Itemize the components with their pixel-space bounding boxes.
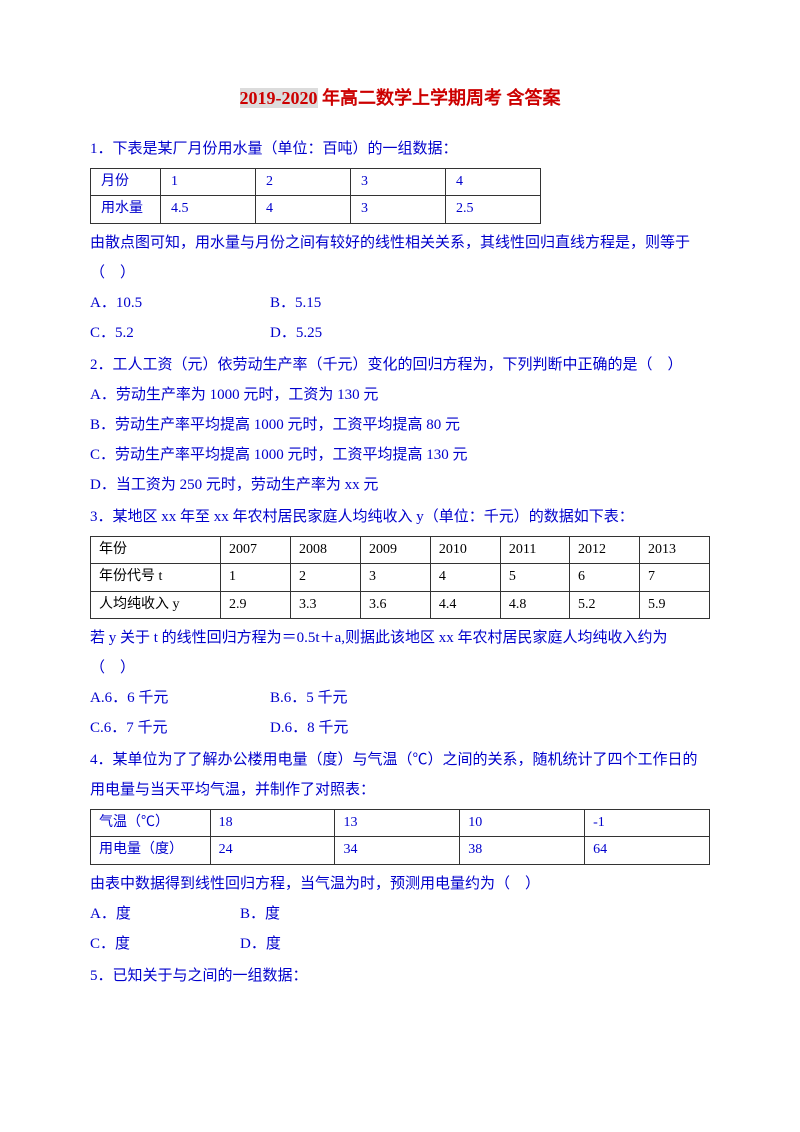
cell: 3 — [351, 196, 446, 223]
q4-stem: 4．某单位为了了解办公楼用电量（度）与气温（℃）之间的关系，随机统计了四个工作日… — [90, 745, 710, 805]
cell: 用水量 — [91, 196, 161, 223]
cell: 4 — [256, 196, 351, 223]
cell: 10 — [460, 809, 585, 836]
option-a: A.6．6 千元 — [90, 683, 270, 713]
cell: 18 — [210, 809, 335, 836]
q4-after1: 由表中数据得到线性回归方程，当气温为时，预测用电量约为（ ） — [90, 869, 710, 899]
option-a: A．度 — [90, 899, 240, 929]
cell: 64 — [585, 837, 710, 864]
cell: 3 — [351, 169, 446, 196]
question-2: 2．工人工资（元）依劳动生产率（千元）变化的回归方程为，下列判断中正确的是（ ）… — [90, 350, 710, 500]
q3-stem: 3．某地区 xx 年至 xx 年农村居民家庭人均纯收入 y（单位：千元）的数据如… — [90, 502, 710, 532]
cell: 人均纯收入 y — [91, 591, 221, 618]
cell: 7 — [640, 564, 710, 591]
table-row: 年份代号 t 1 2 3 4 5 6 7 — [91, 564, 710, 591]
cell: 2010 — [430, 536, 500, 563]
cell: 4.4 — [430, 591, 500, 618]
cell: 34 — [335, 837, 460, 864]
page-title: 2019-2020 年高二数学上学期周考 含答案 — [90, 80, 710, 116]
table-row: 用电量（度） 24 34 38 64 — [91, 837, 710, 864]
q1-after2: （ ） — [90, 258, 710, 288]
cell: 2011 — [500, 536, 569, 563]
option-b: B．劳动生产率平均提高 1000 元时，工资平均提高 80 元 — [90, 410, 710, 440]
q3-after2: （ ） — [90, 653, 710, 683]
cell: 13 — [335, 809, 460, 836]
q5-stem: 5．已知关于与之间的一组数据： — [90, 961, 710, 991]
table-row: 年份 2007 2008 2009 2010 2011 2012 2013 — [91, 536, 710, 563]
cell: 4.8 — [500, 591, 569, 618]
option-b: B．度 — [240, 899, 280, 929]
cell: 1 — [161, 169, 256, 196]
option-d: D.6．8 千元 — [270, 713, 348, 743]
q4-table: 气温（℃） 18 13 10 -1 用电量（度） 24 34 38 64 — [90, 809, 710, 865]
option-b: B．5.15 — [270, 288, 321, 318]
cell: 5.9 — [640, 591, 710, 618]
q1-table: 月份 1 2 3 4 用水量 4.5 4 3 2.5 — [90, 168, 541, 224]
cell: 2 — [290, 564, 360, 591]
title-rest: 年高二数学上学期周考 含答案 — [318, 88, 561, 108]
cell: 3.3 — [290, 591, 360, 618]
option-d: D．度 — [240, 929, 281, 959]
cell: 3 — [360, 564, 430, 591]
cell: 4 — [430, 564, 500, 591]
cell: 年份 — [91, 536, 221, 563]
q2-stem: 2．工人工资（元）依劳动生产率（千元）变化的回归方程为，下列判断中正确的是（ ） — [90, 350, 710, 380]
cell: 5.2 — [570, 591, 640, 618]
cell: -1 — [585, 809, 710, 836]
option-a: A．劳动生产率为 1000 元时，工资为 130 元 — [90, 380, 710, 410]
cell: 6 — [570, 564, 640, 591]
table-row: 人均纯收入 y 2.9 3.3 3.6 4.4 4.8 5.2 5.9 — [91, 591, 710, 618]
cell: 2012 — [570, 536, 640, 563]
option-d: D．当工资为 250 元时，劳动生产率为 xx 元 — [90, 470, 710, 500]
cell: 2013 — [640, 536, 710, 563]
question-1: 1．下表是某厂月份用水量（单位：百吨）的一组数据： 月份 1 2 3 4 用水量… — [90, 134, 710, 348]
option-c: C．度 — [90, 929, 240, 959]
q1-after1: 由散点图可知，用水量与月份之间有较好的线性相关关系，其线性回归直线方程是，则等于 — [90, 228, 710, 258]
cell: 1 — [221, 564, 291, 591]
table-row: 气温（℃） 18 13 10 -1 — [91, 809, 710, 836]
option-d: D．5.25 — [270, 318, 322, 348]
option-c: C.6．7 千元 — [90, 713, 270, 743]
cell: 5 — [500, 564, 569, 591]
table-row: 用水量 4.5 4 3 2.5 — [91, 196, 541, 223]
cell: 年份代号 t — [91, 564, 221, 591]
question-3: 3．某地区 xx 年至 xx 年农村居民家庭人均纯收入 y（单位：千元）的数据如… — [90, 502, 710, 743]
table-row: 月份 1 2 3 4 — [91, 169, 541, 196]
option-c: C．劳动生产率平均提高 1000 元时，工资平均提高 130 元 — [90, 440, 710, 470]
option-c: C．5.2 — [90, 318, 270, 348]
question-4: 4．某单位为了了解办公楼用电量（度）与气温（℃）之间的关系，随机统计了四个工作日… — [90, 745, 710, 959]
cell: 气温（℃） — [91, 809, 211, 836]
cell: 2 — [256, 169, 351, 196]
q3-after1: 若 y 关于 t 的线性回归方程为＝0.5t＋a,则据此该地区 xx 年农村居民… — [90, 623, 710, 653]
cell: 38 — [460, 837, 585, 864]
cell: 2007 — [221, 536, 291, 563]
title-highlight: 2019-2020 — [240, 88, 318, 108]
cell: 3.6 — [360, 591, 430, 618]
cell: 用电量（度） — [91, 837, 211, 864]
cell: 4 — [446, 169, 541, 196]
cell: 2.9 — [221, 591, 291, 618]
option-b: B.6．5 千元 — [270, 683, 348, 713]
cell: 2.5 — [446, 196, 541, 223]
cell: 月份 — [91, 169, 161, 196]
cell: 2009 — [360, 536, 430, 563]
cell: 24 — [210, 837, 335, 864]
cell: 4.5 — [161, 196, 256, 223]
q1-stem: 1．下表是某厂月份用水量（单位：百吨）的一组数据： — [90, 134, 710, 164]
option-a: A．10.5 — [90, 288, 270, 318]
question-5: 5．已知关于与之间的一组数据： — [90, 961, 710, 991]
cell: 2008 — [290, 536, 360, 563]
q3-table: 年份 2007 2008 2009 2010 2011 2012 2013 年份… — [90, 536, 710, 619]
